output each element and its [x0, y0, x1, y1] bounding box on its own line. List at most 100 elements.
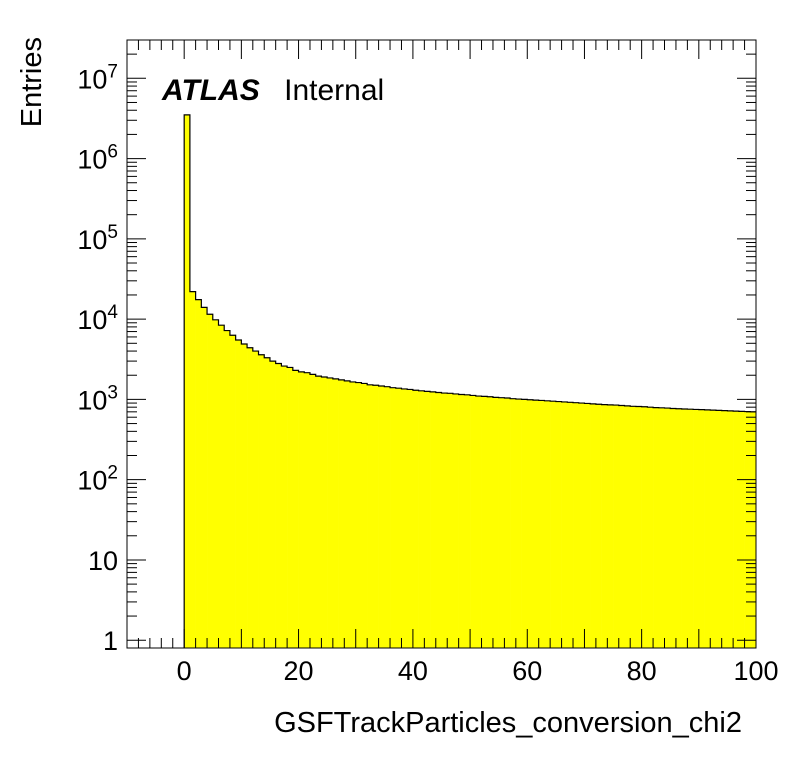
- histogram-bar: [595, 404, 602, 648]
- histogram-bar: [390, 387, 397, 648]
- histogram-bar: [693, 409, 700, 648]
- histogram-outline: [183, 114, 756, 648]
- histogram-bar: [350, 381, 357, 648]
- y-tick-exponent: 2: [107, 463, 118, 484]
- histogram-bar: [470, 395, 477, 648]
- histogram-bar: [704, 409, 711, 648]
- histogram-bar: [412, 390, 419, 648]
- histogram-bar: [275, 363, 282, 648]
- histogram-bar: [407, 389, 414, 648]
- histogram-bar: [481, 396, 488, 648]
- histogram-bar: [218, 325, 225, 648]
- histogram-bar: [744, 411, 751, 648]
- histogram-bar: [738, 411, 745, 648]
- histogram-bar: [653, 407, 660, 648]
- y-tick-label: 10: [88, 546, 118, 576]
- histogram-bar: [309, 374, 316, 648]
- atlas-label: ATLAS Internal: [161, 74, 384, 107]
- histogram-bar: [618, 405, 625, 648]
- histogram-bar: [435, 392, 442, 648]
- histogram-bar: [229, 335, 236, 648]
- histogram-bar: [475, 396, 482, 648]
- y-tick-base: 10: [88, 546, 118, 576]
- histogram-bar: [613, 405, 620, 648]
- histogram-bar: [447, 393, 454, 648]
- x-tick-label: 60: [512, 656, 542, 686]
- histogram-bar: [184, 114, 191, 648]
- histogram-bar: [258, 354, 265, 648]
- histogram-bar: [664, 408, 671, 648]
- histogram-bar: [532, 400, 540, 648]
- histogram-bar: [338, 379, 345, 648]
- x-tick-label: 0: [177, 656, 192, 686]
- plot-frame: [126, 39, 757, 649]
- histogram-bar: [424, 391, 431, 648]
- histogram-bar: [710, 410, 717, 648]
- y-tick-base: 10: [77, 466, 107, 496]
- x-tick-labels: 0 20 40 60 80 100: [177, 656, 779, 686]
- histogram-bar: [332, 378, 339, 648]
- y-tick-exponent: 3: [107, 382, 118, 403]
- histogram-bar: [504, 398, 511, 648]
- y-tick-exponent: 5: [107, 222, 118, 243]
- histogram-bar: [687, 409, 694, 648]
- histogram-bar: [378, 385, 385, 648]
- histogram-bar: [727, 410, 734, 648]
- histogram-bar: [195, 299, 202, 648]
- histogram-bar: [401, 388, 408, 648]
- histogram-bar: [372, 385, 379, 648]
- histogram-bar: [510, 398, 517, 648]
- histogram-bar: [698, 409, 705, 648]
- histogram-bar: [355, 382, 362, 648]
- histogram-bar: [527, 399, 534, 648]
- histogram-bar: [189, 291, 196, 648]
- histogram-bar: [452, 393, 459, 648]
- histogram-bar: [321, 377, 328, 648]
- histogram-bar: [212, 319, 219, 648]
- y-tick-base: 10: [77, 145, 107, 175]
- y-tick-base: 10: [77, 305, 107, 335]
- histogram-bar: [538, 400, 545, 648]
- y-tick-label: 102: [77, 463, 118, 496]
- histogram-bar: [573, 402, 580, 648]
- histogram-bar: [498, 397, 505, 648]
- y-tick-base: 1: [103, 626, 118, 656]
- x-tick-label: 20: [284, 656, 314, 686]
- y-tick-exponent: 4: [107, 302, 118, 323]
- histogram-bar: [750, 411, 757, 648]
- y-tick-label: 107: [77, 61, 118, 94]
- histogram-bar: [635, 406, 642, 648]
- x-axis-label: GSFTrackParticles_conversion_chi2: [274, 707, 742, 739]
- histogram-bar: [578, 403, 585, 648]
- histogram-bar: [247, 347, 254, 648]
- histogram-bar: [464, 394, 471, 648]
- histogram-bar: [521, 399, 528, 648]
- histogram-bar: [201, 307, 208, 648]
- y-tick-label: 104: [77, 302, 118, 335]
- histogram-bar: [584, 403, 591, 648]
- histogram-bar: [395, 388, 402, 648]
- x-tick-label: 80: [627, 656, 657, 686]
- histogram-bar: [515, 399, 522, 648]
- histogram-bar: [441, 393, 448, 648]
- histogram-bar: [292, 370, 299, 648]
- histogram-bar: [344, 380, 351, 648]
- histogram-bar: [721, 410, 728, 648]
- histogram-bar: [252, 351, 259, 648]
- histogram-bar: [361, 383, 368, 648]
- y-tick-label: 105: [77, 222, 118, 255]
- atlas-label-internal: Internal: [284, 74, 384, 107]
- y-axis-label: Entries: [16, 37, 48, 127]
- y-tick-label: 106: [77, 142, 118, 175]
- histogram-bar: [607, 404, 614, 648]
- histogram-bar: [675, 408, 682, 648]
- histogram-bar: [555, 401, 562, 648]
- histogram-bar: [715, 410, 722, 648]
- histogram-bars: [183, 114, 757, 648]
- histogram-bar: [235, 339, 242, 648]
- histogram-bar: [287, 367, 294, 648]
- y-tick-label: 103: [77, 382, 118, 415]
- histogram-bar: [304, 372, 311, 648]
- histogram-bar: [601, 404, 608, 648]
